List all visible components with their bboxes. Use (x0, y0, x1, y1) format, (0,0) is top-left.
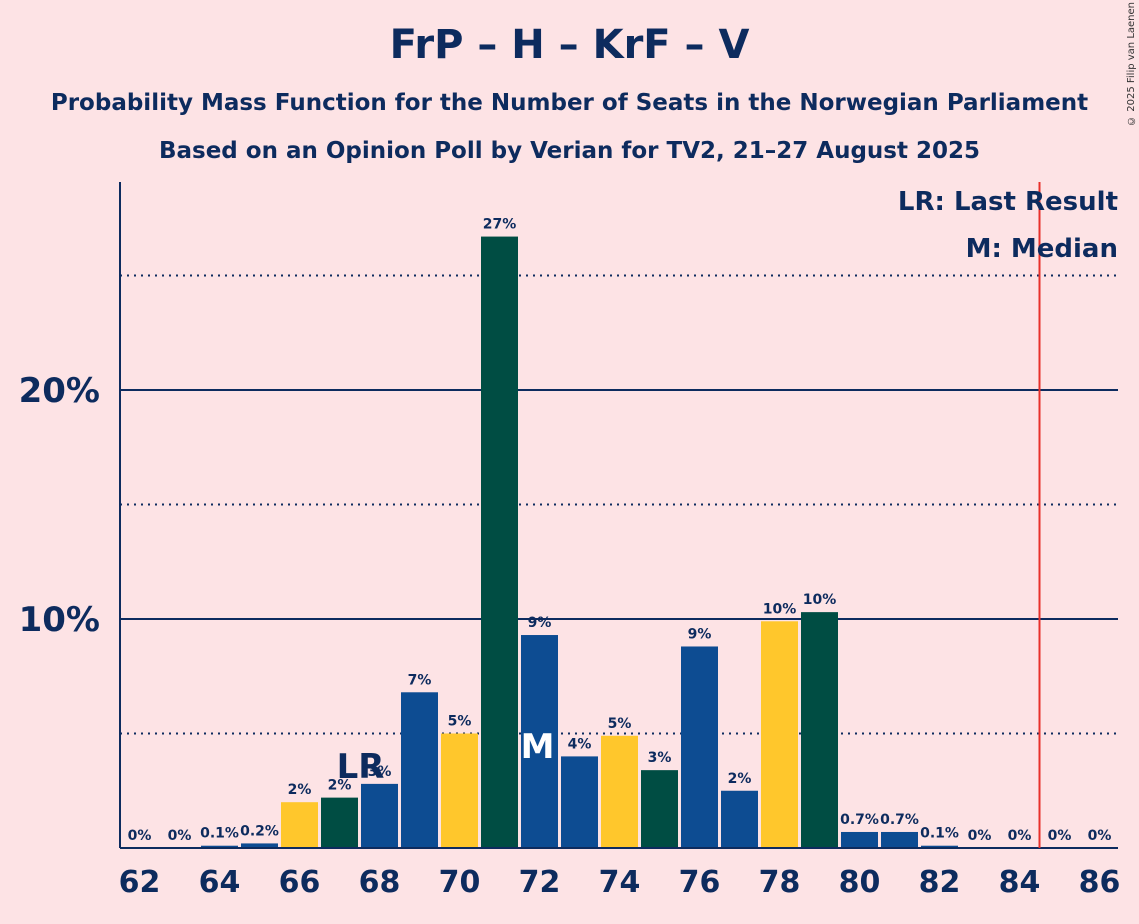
chart-title: FrP – H – KrF – V (389, 22, 750, 68)
bar-seat-68 (361, 783, 398, 848)
bar-value-label: 0.1% (200, 826, 239, 842)
bar-value-label: 2% (288, 782, 312, 798)
x-tick-label: 62 (119, 865, 161, 900)
bar-value-label: 0.2% (240, 823, 279, 839)
median-marker: M (521, 727, 555, 767)
bar-value-label: 5% (608, 716, 632, 732)
bar-seat-76 (681, 646, 718, 848)
bar-seat-82 (921, 845, 958, 848)
bar-value-label: 10% (763, 601, 797, 617)
last-result-marker: LR (337, 747, 385, 787)
x-tick-label: 70 (439, 865, 481, 900)
bar-seat-73 (561, 756, 598, 848)
bar-value-label: 2% (328, 778, 352, 794)
legend-last-result: LR: Last Result (898, 187, 1118, 217)
x-tick-label: 84 (999, 865, 1041, 900)
bar-value-label: 2% (728, 771, 752, 787)
legend-median: M: Median (966, 234, 1118, 264)
bar-seat-74 (601, 735, 638, 848)
bar-value-label: 5% (448, 714, 472, 730)
bar-seat-71 (481, 236, 518, 848)
x-tick-label: 64 (199, 865, 241, 900)
bar-value-label: 0% (1048, 828, 1072, 844)
chart-subtitle-1: Probability Mass Function for the Number… (50, 90, 1089, 116)
bar-value-label: 0% (1088, 828, 1112, 844)
x-tick-label: 78 (759, 865, 801, 900)
bar-seat-75 (641, 770, 678, 848)
bar-value-label: 9% (688, 626, 712, 642)
bar-value-label: 10% (803, 592, 837, 608)
bar-seat-78 (761, 621, 798, 848)
x-tick-label: 68 (359, 865, 401, 900)
chart-subtitle-2: Based on an Opinion Poll by Verian for T… (158, 138, 981, 164)
bar-value-label: 3% (648, 750, 672, 766)
x-tick-label: 82 (919, 865, 961, 900)
x-tick-label: 86 (1079, 865, 1121, 900)
x-tick-label: 72 (519, 865, 561, 900)
bar-value-label: 7% (408, 672, 432, 688)
bar-seat-80 (841, 831, 878, 848)
bar-seat-64 (201, 845, 238, 848)
x-tick-label: 66 (279, 865, 321, 900)
bar-value-label: 0.7% (840, 812, 879, 828)
bar-value-label: 0% (168, 828, 192, 844)
bar-seat-67 (321, 797, 358, 848)
y-tick-label: 10% (19, 600, 100, 640)
bar-seat-66 (281, 802, 318, 848)
x-tick-label: 74 (599, 865, 641, 900)
bar-value-label: 0% (968, 828, 992, 844)
bar-seat-69 (401, 692, 438, 848)
bar-value-label: 4% (568, 736, 592, 752)
bar-value-label: 0.7% (880, 812, 919, 828)
bar-seat-79 (801, 612, 838, 848)
bar-seat-72 (521, 635, 558, 848)
x-tick-label: 76 (679, 865, 721, 900)
bar-value-label: 27% (483, 217, 517, 233)
bar-value-label: 3% (368, 764, 392, 780)
bar-value-label: 0.1% (920, 826, 959, 842)
y-tick-label: 20% (19, 371, 100, 411)
bar-value-label: 9% (528, 615, 552, 631)
bar-value-label: 0% (128, 828, 152, 844)
bar-seat-77 (721, 790, 758, 848)
x-tick-label: 80 (839, 865, 881, 900)
bar-value-label: 0% (1008, 828, 1032, 844)
bar-seat-65 (241, 843, 278, 848)
bar-seat-81 (881, 831, 918, 848)
bar-seat-70 (441, 733, 478, 848)
